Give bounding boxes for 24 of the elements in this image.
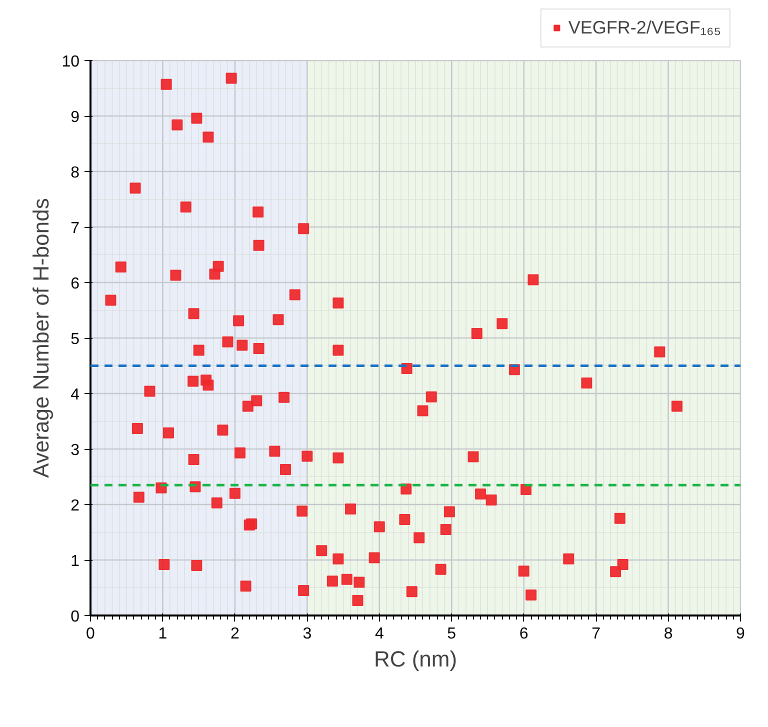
legend-label: VEGFR-2/VEGF₁₆₅ bbox=[568, 17, 721, 38]
x-tick-label: 6 bbox=[519, 626, 528, 642]
y-tick-label: 1 bbox=[70, 553, 80, 570]
x-tick-label: 4 bbox=[374, 626, 384, 642]
x-tick-label: 3 bbox=[302, 626, 312, 642]
y-tick-label: 4 bbox=[70, 386, 80, 404]
x-tick-label: 2 bbox=[230, 626, 240, 642]
y-tick-label: 8 bbox=[70, 164, 80, 182]
y-tick-label: 3 bbox=[70, 442, 80, 459]
y-tick-label: 2 bbox=[70, 498, 80, 514]
y-tick-label: 9 bbox=[70, 109, 80, 126]
x-axis-title: RC (nm) bbox=[374, 646, 458, 672]
y-tick-label: 5 bbox=[70, 331, 80, 348]
y-axis-title: Average Number of H-bonds bbox=[28, 198, 54, 478]
x-tick-label: 5 bbox=[447, 626, 456, 642]
x-tick-label: 7 bbox=[592, 626, 601, 642]
x-tick-label: 1 bbox=[158, 626, 168, 642]
y-tick-label: 7 bbox=[70, 220, 80, 237]
x-tick-label: 8 bbox=[664, 626, 673, 642]
y-tick-label: 0 bbox=[70, 608, 80, 626]
x-tick-label: 9 bbox=[736, 626, 746, 642]
y-tick-label: 10 bbox=[62, 54, 80, 70]
y-tick-label: 6 bbox=[70, 276, 80, 292]
x-tick-label: 0 bbox=[86, 626, 96, 642]
